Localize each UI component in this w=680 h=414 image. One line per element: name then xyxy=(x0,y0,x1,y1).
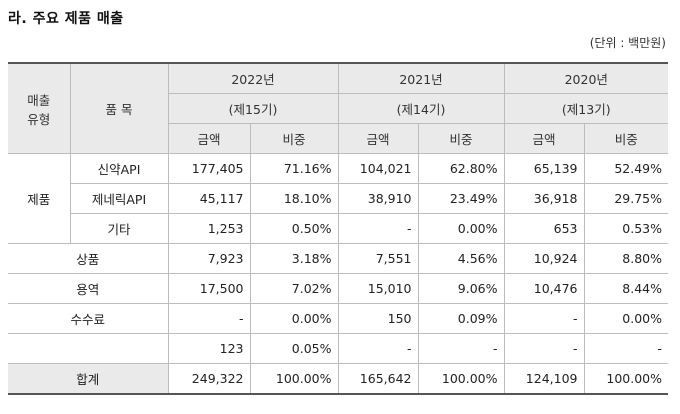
cell-value: 123 xyxy=(167,333,251,364)
table-row: 제네릭API 45,117 18.10% 38,910 23.49% 36,918 29.7… xyxy=(8,183,668,214)
header-amount: 금액 xyxy=(503,123,585,154)
cell-value: - xyxy=(417,333,505,364)
header-ratio: 비중 xyxy=(417,123,505,154)
row-item: 용역 xyxy=(8,273,169,304)
header-period-2022: (제15기) xyxy=(168,93,339,124)
total-row: 합계 249,322 100.00% 165,642 100.00% 124,109 100… xyxy=(8,363,668,395)
cell-value: 104,021 xyxy=(337,153,419,184)
table-row: 용역 17,500 7.02% 15,010 9.06% 10,476 8.44% xyxy=(8,273,668,304)
table-row: 수수료 -0.00% 150 0.09% -0.00% xyxy=(8,303,668,334)
row-item: 기타 xyxy=(70,213,169,244)
total-value: 100.00% xyxy=(417,363,505,395)
header-year-2021: 2021년 xyxy=(337,62,505,94)
cell-value: 4.56% xyxy=(417,243,505,274)
cell-value: - xyxy=(337,333,419,364)
cell-value: 177,405 xyxy=(167,153,251,184)
cell-value: 17,500 xyxy=(167,273,251,304)
cell-value: - xyxy=(337,213,419,244)
cell-value: 653 xyxy=(503,213,585,244)
cell-value: 65,139 xyxy=(503,153,585,184)
table-row: 제품 신약API 177,405 71.16% 104,021 62.80% 65,139 5… xyxy=(8,153,668,244)
sales-table: 매출 유형 품 목 2022년 2021년 2020년 (제15기) (제14기… xyxy=(8,62,668,395)
row-item: 제네릭API xyxy=(70,183,169,214)
cell-value: 0.00% xyxy=(417,213,505,244)
cell-value: 8.44% xyxy=(583,273,668,304)
row-item: 신약API xyxy=(69,153,169,184)
total-value: 165,642 xyxy=(337,363,419,395)
cell-value: 62.80% xyxy=(417,153,505,184)
header-row-year: 매출 유형 품 목 2022년 2021년 2020년 xyxy=(8,62,668,154)
cell-value: 23.49% xyxy=(417,183,505,214)
cell-value: 18.10% xyxy=(249,183,339,214)
cell-value: 10,924 xyxy=(503,243,585,274)
row-item xyxy=(8,333,169,364)
table-row: 상품 7,923 3.18% 7,551 4.56% 10,924 8.80% xyxy=(8,243,668,274)
cell-value: 0.00% xyxy=(249,303,339,334)
header-year-2020: 2020년 xyxy=(503,62,668,94)
header-ratio: 비중 xyxy=(249,123,339,154)
cell-value: 0.53% xyxy=(583,213,668,244)
cell-value: 7.02% xyxy=(249,273,339,304)
cell-value: 10,476 xyxy=(503,273,585,304)
cell-value: - xyxy=(167,303,251,334)
header-year-2022: 2022년 xyxy=(167,62,339,94)
total-value: 100.00% xyxy=(249,363,339,395)
cell-value: 3.18% xyxy=(249,243,339,274)
cell-value: 45,117 xyxy=(167,183,251,214)
cell-value: 8.80% xyxy=(583,243,668,274)
cell-value: 36,918 xyxy=(503,183,585,214)
section-title: 라. 주요 제품 매출 xyxy=(8,11,124,27)
header-item: 품 목 xyxy=(69,62,169,154)
cell-value: 7,923 xyxy=(167,243,251,274)
total-label: 합계 xyxy=(8,363,169,395)
cell-value: 38,910 xyxy=(337,183,419,214)
total-value: 249,322 xyxy=(167,363,251,395)
group-label: 제품 xyxy=(8,153,71,244)
cell-value: 15,010 xyxy=(337,273,419,304)
header-amount: 금액 xyxy=(337,123,419,154)
header-period-2021: (제14기) xyxy=(337,93,505,124)
cell-value: 150 xyxy=(337,303,419,334)
cell-value: 7,551 xyxy=(337,243,419,274)
cell-value: 0.09% xyxy=(417,303,505,334)
cell-value: 0.05% xyxy=(249,333,339,364)
cell-value: 29.75% xyxy=(583,183,668,214)
cell-value: 52.49% xyxy=(583,153,668,184)
header-amount: 금액 xyxy=(168,123,251,154)
header-period-2020: (제13기) xyxy=(503,93,668,124)
header-sales-type: 매출 유형 xyxy=(8,62,71,154)
cell-value: - xyxy=(503,303,585,334)
cell-value: 9.06% xyxy=(417,273,505,304)
unit-label: (단위 : 백만원) xyxy=(589,36,666,50)
header-ratio: 비중 xyxy=(583,123,668,154)
table-row: 123 0.05% - - - - xyxy=(8,333,668,364)
row-item: 상품 xyxy=(8,243,169,274)
cell-value: 0.50% xyxy=(249,213,339,244)
total-value: 124,109 xyxy=(503,363,585,395)
cell-value: 0.00% xyxy=(583,303,668,334)
row-item: 수수료 xyxy=(8,303,169,334)
cell-value: - xyxy=(503,333,585,364)
cell-value: - xyxy=(583,333,668,364)
cell-value: 1,253 xyxy=(167,213,251,244)
total-value: 100.00% xyxy=(583,363,668,395)
table-row: 기타 1,253 0.50% -0.00% 653 0.53% xyxy=(8,213,668,244)
cell-value: 71.16% xyxy=(249,153,339,184)
